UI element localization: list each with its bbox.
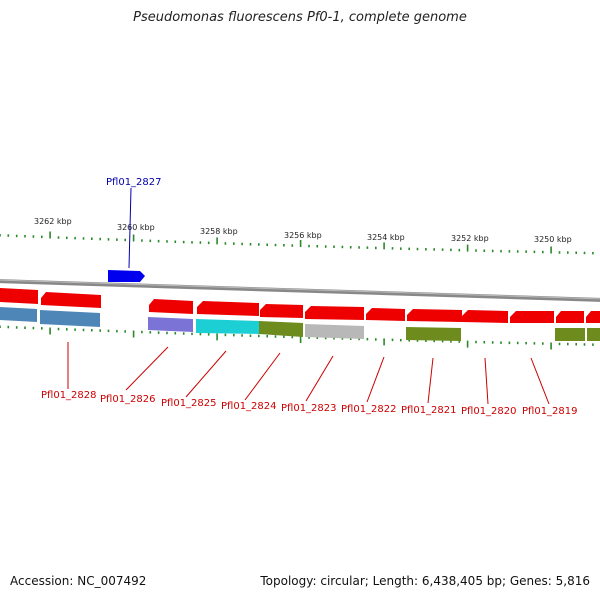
tick-label: 3254 kbp bbox=[367, 233, 405, 242]
leader-line bbox=[125, 346, 169, 391]
gene-labels: Pfl01_2827 Pfl01_2828 Pfl01_2826 Pfl01_2… bbox=[41, 177, 578, 417]
cog-blocks bbox=[0, 307, 600, 341]
gene-label-Pfl01_2821[interactable]: Pfl01_2821 bbox=[401, 405, 457, 416]
gene-arrow-reverse[interactable] bbox=[586, 311, 600, 323]
leader-line bbox=[185, 350, 227, 398]
tick-label: 3256 kbp bbox=[284, 231, 322, 240]
label-leaders bbox=[67, 187, 550, 405]
reverse-genes bbox=[0, 288, 600, 323]
gene-label-Pfl01_2827[interactable]: Pfl01_2827 bbox=[106, 177, 162, 188]
upper-tick-row bbox=[0, 231, 594, 255]
genome-backbone bbox=[0, 279, 600, 302]
gene-arrow-reverse[interactable] bbox=[260, 304, 303, 318]
gene-arrow-reverse[interactable] bbox=[197, 301, 259, 316]
cog-block bbox=[305, 324, 364, 339]
cog-block bbox=[555, 328, 585, 341]
gene-label-Pfl01_2822[interactable]: Pfl01_2822 bbox=[341, 404, 397, 415]
cog-block bbox=[406, 327, 461, 341]
leader-line bbox=[128, 187, 132, 269]
gene-label-Pfl01_2820[interactable]: Pfl01_2820 bbox=[461, 406, 517, 417]
gene-label-Pfl01_2828[interactable]: Pfl01_2828 bbox=[41, 390, 97, 401]
leader-line bbox=[244, 352, 281, 401]
gene-arrow-reverse[interactable] bbox=[510, 311, 554, 323]
map-title: Pseudomonas fluorescens Pf0-1, complete … bbox=[133, 10, 467, 25]
cog-block bbox=[148, 317, 193, 332]
gene-arrow-reverse[interactable] bbox=[149, 299, 193, 314]
gene-label-Pfl01_2823[interactable]: Pfl01_2823 bbox=[281, 403, 337, 414]
gene-label-Pfl01_2819[interactable]: Pfl01_2819 bbox=[522, 406, 578, 417]
tick-label: 3262 kbp bbox=[34, 217, 72, 226]
tick-label: 3250 kbp bbox=[534, 235, 572, 244]
gene-label-Pfl01_2826[interactable]: Pfl01_2826 bbox=[100, 394, 156, 405]
gene-arrow-reverse[interactable] bbox=[366, 308, 405, 321]
gene-Pfl01_2827[interactable] bbox=[108, 270, 145, 282]
gene-arrow-reverse[interactable] bbox=[462, 310, 508, 323]
gene-arrow-reverse[interactable] bbox=[407, 309, 462, 322]
cog-block bbox=[0, 307, 37, 322]
lower-tick-row bbox=[0, 325, 594, 350]
tick-label: 3258 kbp bbox=[200, 227, 238, 236]
genome-backbone-highlight bbox=[0, 279, 600, 300]
leader-line bbox=[427, 357, 434, 404]
gene-arrow-forward[interactable] bbox=[108, 270, 145, 282]
accession-text: Accession: NC_007492 bbox=[10, 574, 147, 588]
gene-label-Pfl01_2824[interactable]: Pfl01_2824 bbox=[221, 401, 277, 412]
gene-label-Pfl01_2825[interactable]: Pfl01_2825 bbox=[161, 398, 217, 409]
tick-labels: 3262 kbp 3260 kbp 3258 kbp 3256 kbp 3254… bbox=[34, 217, 572, 244]
leader-line bbox=[530, 357, 550, 405]
cog-block bbox=[259, 321, 303, 337]
leader-line bbox=[305, 355, 334, 402]
gene-arrow-reverse[interactable] bbox=[0, 288, 38, 304]
cog-block bbox=[196, 319, 259, 334]
cog-block bbox=[587, 328, 600, 341]
gene-arrow-reverse[interactable] bbox=[305, 306, 364, 320]
tick-label: 3252 kbp bbox=[451, 234, 489, 243]
cog-block bbox=[40, 310, 100, 327]
gene-arrow-reverse[interactable] bbox=[556, 311, 584, 323]
gene-arrow-reverse[interactable] bbox=[41, 292, 101, 308]
genome-summary-text: Topology: circular; Length: 6,438,405 bp… bbox=[260, 574, 590, 588]
tick-label: 3260 kbp bbox=[117, 223, 155, 232]
leader-line bbox=[484, 357, 489, 405]
leader-line bbox=[366, 356, 385, 403]
